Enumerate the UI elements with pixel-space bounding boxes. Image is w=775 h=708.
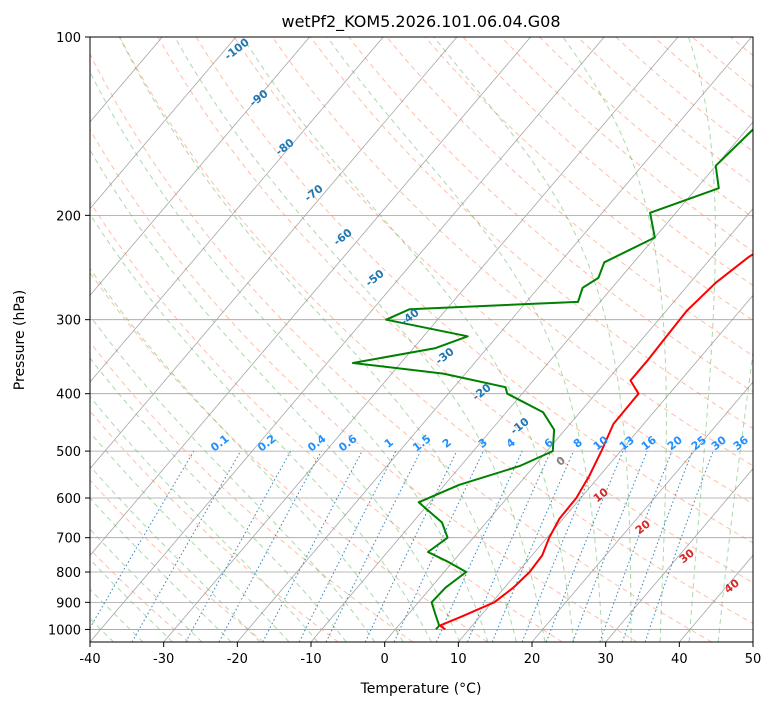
isotherm bbox=[310, 121, 753, 642]
isotherm bbox=[605, 468, 753, 642]
x-tick-label: 20 bbox=[524, 652, 541, 667]
mixing-ratio-line bbox=[521, 450, 602, 642]
moist-adiabat bbox=[562, 37, 667, 642]
mixing-ratio-line bbox=[467, 450, 552, 642]
moist-adiabat bbox=[90, 149, 461, 642]
x-tick-label: 0 bbox=[381, 652, 389, 667]
mixing-ratio-line bbox=[185, 450, 292, 642]
moist-adiabat bbox=[90, 431, 290, 642]
moist-adiabat bbox=[90, 465, 261, 642]
x-tick-label: -30 bbox=[153, 652, 174, 667]
dry-adiabat bbox=[90, 128, 638, 642]
dry-adiabat bbox=[90, 271, 488, 642]
isotherm bbox=[90, 37, 531, 556]
isotherm bbox=[458, 294, 753, 642]
x-tick-label: -20 bbox=[227, 652, 248, 667]
x-tick-label: -10 bbox=[300, 652, 321, 667]
mixing-ratio-line bbox=[621, 450, 693, 642]
dry-adiabat bbox=[157, 37, 753, 584]
moist-adiabat bbox=[717, 348, 753, 642]
moist-adiabat bbox=[326, 37, 603, 642]
mixing-ratio-line bbox=[644, 450, 714, 642]
isotherm bbox=[90, 37, 310, 296]
dry-adiabat bbox=[90, 548, 190, 642]
y-tick-label: 600 bbox=[56, 492, 81, 507]
dry-adiabat bbox=[90, 410, 339, 642]
isotherm bbox=[90, 37, 458, 470]
dry-adiabat bbox=[119, 37, 753, 624]
moist-adiabat bbox=[242, 37, 575, 642]
isotherm bbox=[90, 37, 237, 210]
dry-adiabat bbox=[310, 37, 753, 430]
mixing-ratio-line bbox=[572, 450, 648, 642]
isotherm bbox=[237, 37, 752, 642]
mixing-ratio-line bbox=[218, 450, 322, 642]
y-tick-label: 1000 bbox=[48, 623, 81, 638]
y-tick-label: 700 bbox=[56, 532, 81, 547]
moist-adiabat bbox=[118, 37, 517, 642]
isotherm bbox=[90, 37, 384, 383]
dry-adiabat bbox=[233, 37, 753, 505]
dry-adiabat bbox=[386, 37, 753, 357]
moist-adiabat bbox=[90, 213, 432, 642]
x-tick-label: 50 bbox=[745, 652, 762, 667]
mixing-ratio-line bbox=[298, 450, 397, 642]
y-tick-label: 800 bbox=[56, 566, 81, 581]
dry-adiabat bbox=[90, 52, 712, 642]
x-tick-label: 40 bbox=[671, 652, 688, 667]
y-tick-label: 500 bbox=[56, 445, 81, 460]
mixing-ratio-line bbox=[599, 450, 673, 642]
y-tick-label: 300 bbox=[56, 314, 81, 329]
y-tick-label: 400 bbox=[56, 388, 81, 403]
y-axis-label: Pressure (hPa) bbox=[12, 290, 28, 390]
temperature-profile bbox=[438, 253, 753, 631]
y-tick-label: 100 bbox=[56, 31, 81, 46]
dewpoint-profile bbox=[351, 128, 753, 631]
x-tick-label: 10 bbox=[450, 652, 467, 667]
mixing-ratio-line bbox=[325, 450, 422, 642]
isotherm bbox=[90, 37, 605, 642]
isotherm bbox=[531, 381, 753, 642]
y-tick-label: 200 bbox=[56, 209, 81, 224]
x-tick-label: 30 bbox=[597, 652, 614, 667]
x-tick-label: -40 bbox=[79, 652, 100, 667]
dry-adiabat bbox=[424, 37, 753, 322]
moist-adiabat bbox=[90, 357, 347, 642]
moist-adiabat bbox=[90, 267, 404, 642]
dry-adiabat bbox=[90, 479, 264, 642]
y-tick-label: 900 bbox=[56, 596, 81, 611]
x-axis-label: Temperature (°C) bbox=[360, 681, 482, 697]
chart-title: wetPf2_KOM5.2026.101.06.04.G08 bbox=[281, 12, 560, 32]
moist-adiabat bbox=[688, 37, 716, 642]
moist-adiabat bbox=[90, 395, 319, 642]
isotherm bbox=[163, 37, 679, 642]
isotherm bbox=[384, 208, 753, 642]
mixing-ratio-line bbox=[435, 450, 523, 642]
mixing-ratio-line bbox=[545, 450, 624, 642]
plot-frame bbox=[89, 36, 754, 643]
moist-adiabat bbox=[90, 70, 489, 642]
